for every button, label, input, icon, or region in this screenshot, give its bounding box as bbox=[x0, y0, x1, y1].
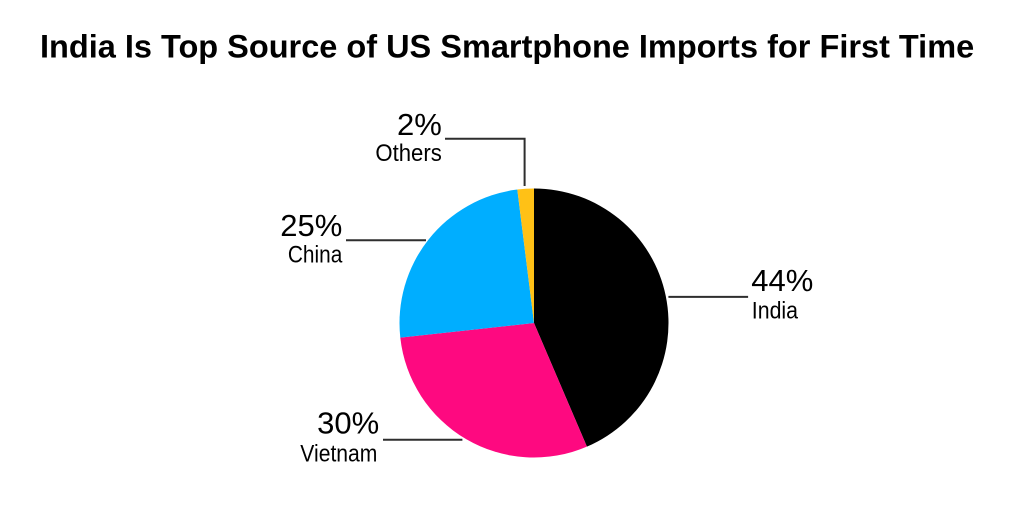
svg-text:India Is Top Source of US Smar: India Is Top Source of US Smartphone Imp… bbox=[40, 28, 974, 64]
svg-text:China: China bbox=[288, 241, 343, 268]
svg-text:44%: 44% bbox=[751, 263, 813, 298]
svg-text:India: India bbox=[752, 297, 799, 324]
svg-text:2%: 2% bbox=[397, 107, 442, 142]
svg-text:25%: 25% bbox=[280, 208, 342, 243]
svg-text:Vietnam: Vietnam bbox=[300, 440, 377, 467]
svg-text:Others: Others bbox=[375, 140, 441, 167]
svg-text:30%: 30% bbox=[317, 405, 379, 440]
